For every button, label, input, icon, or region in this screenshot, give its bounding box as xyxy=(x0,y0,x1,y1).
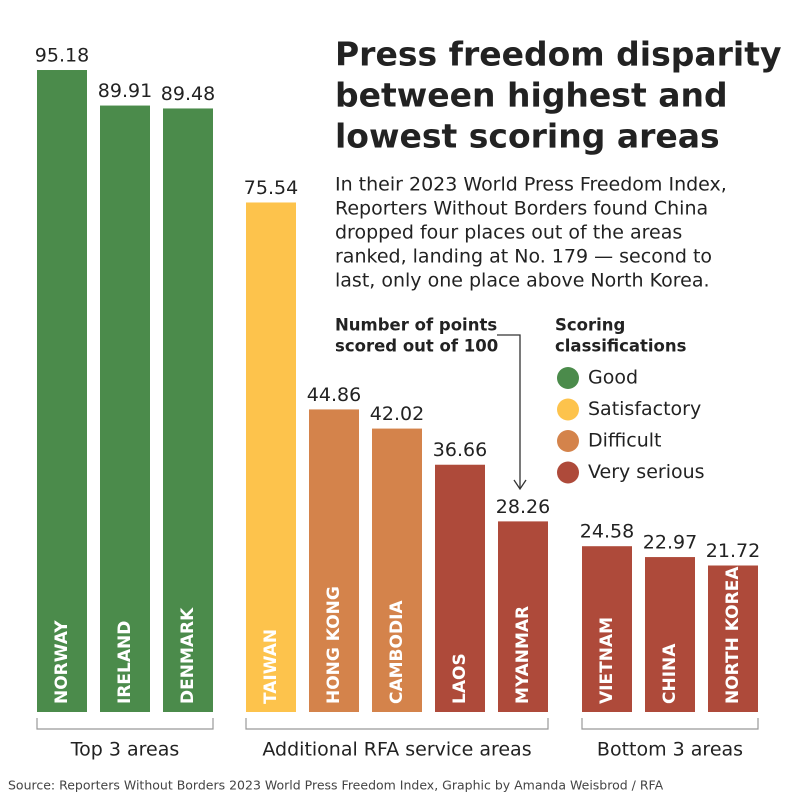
legend-label: Satisfactory xyxy=(588,398,701,420)
category-label: IRELAND xyxy=(115,621,135,704)
subtitle: last, only one place above North Korea. xyxy=(335,270,710,292)
value-label: 95.18 xyxy=(35,45,89,67)
bar xyxy=(645,557,695,712)
value-label: 21.72 xyxy=(706,540,760,562)
value-label: 89.48 xyxy=(161,83,215,105)
legend-label: Good xyxy=(588,367,638,389)
category-label: MYANMAR xyxy=(513,606,533,704)
category-label: TAIWAN xyxy=(261,629,281,704)
chart-title: Press freedom disparity xyxy=(335,35,782,74)
value-label: 28.26 xyxy=(496,496,550,518)
chart-title: between highest and xyxy=(335,76,728,115)
legend-title: classifications xyxy=(555,337,687,356)
group-label: Bottom 3 areas xyxy=(597,739,743,761)
legend-swatch xyxy=(557,398,579,421)
bar xyxy=(708,565,758,712)
subtitle: dropped four places out of the areas xyxy=(335,222,682,244)
bar xyxy=(246,202,296,712)
subtitle: ranked, landing at No. 179 — second to xyxy=(335,246,712,268)
annotation-arrow xyxy=(497,334,527,491)
legend-label: Difficult xyxy=(588,430,662,452)
group-bracket xyxy=(245,718,549,730)
annotation: Number of points xyxy=(335,316,497,335)
legend-title: Scoring xyxy=(555,316,625,335)
value-label: 75.54 xyxy=(244,177,298,199)
value-label: 36.66 xyxy=(433,439,487,461)
group-bracket xyxy=(36,718,214,730)
bar xyxy=(435,464,485,712)
group-label: Top 3 areas xyxy=(70,739,180,761)
value-label: 22.97 xyxy=(643,532,697,554)
legend-swatch xyxy=(557,461,579,484)
subtitle: In their 2023 World Press Freedom Index, xyxy=(335,174,727,196)
category-label: CAMBODIA xyxy=(387,600,407,704)
bar xyxy=(37,70,87,712)
group-bracket xyxy=(581,718,759,730)
legend-label: Very serious xyxy=(588,461,705,483)
value-label: 24.58 xyxy=(580,521,634,543)
category-label: NORTH KOREA xyxy=(723,566,743,704)
category-label: CHINA xyxy=(660,643,680,704)
bar xyxy=(498,521,548,712)
group-label: Additional RFA service areas xyxy=(262,739,531,761)
category-label: DENMARK xyxy=(178,607,198,704)
bar xyxy=(100,105,150,712)
source: Source: Reporters Without Borders 2023 W… xyxy=(8,778,664,793)
category-label: HONG KONG xyxy=(324,586,344,704)
category-label: VIETNAM xyxy=(597,617,617,704)
bar xyxy=(372,428,422,712)
value-label: 42.02 xyxy=(370,403,424,425)
subtitle: Reporters Without Borders found China xyxy=(335,198,708,220)
legend-swatch xyxy=(557,430,579,452)
category-label: LAOS xyxy=(450,653,470,704)
category-label: NORWAY xyxy=(52,620,72,704)
bar xyxy=(163,108,213,712)
chart-title: lowest scoring areas xyxy=(335,117,720,156)
value-label: 44.86 xyxy=(307,384,361,406)
annotation: scored out of 100 xyxy=(335,337,498,356)
legend-swatch xyxy=(557,367,579,389)
value-label: 89.91 xyxy=(98,80,152,102)
bar xyxy=(582,546,632,712)
bar xyxy=(309,409,359,712)
